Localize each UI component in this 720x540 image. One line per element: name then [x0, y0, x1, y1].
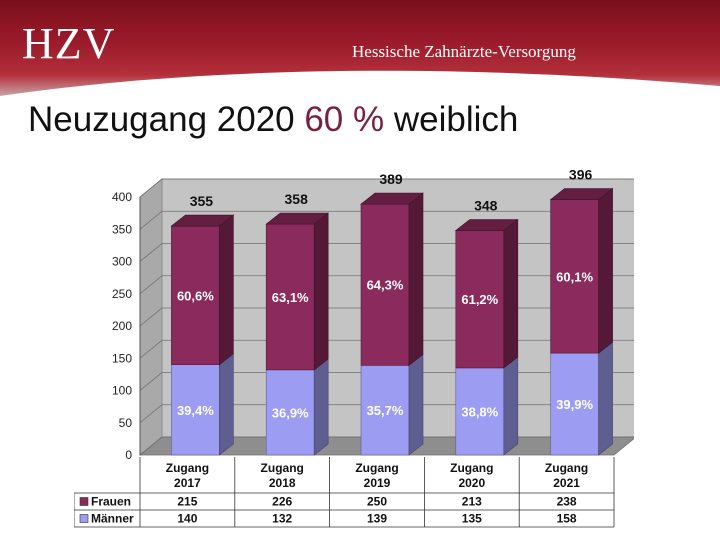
- gridline: [139, 210, 634, 230]
- bar-frauen-front: [360, 203, 410, 366]
- organization-name: Hessische Zahnärzte-Versorgung: [352, 42, 576, 61]
- title-suffix: weiblich: [384, 100, 519, 139]
- bar-maenner-side: [408, 353, 424, 456]
- y-tick-label: 100: [112, 384, 132, 398]
- bar-maenner-side: [313, 358, 329, 456]
- table-cell: 135: [462, 512, 482, 526]
- category-label: Zugang: [261, 461, 304, 475]
- bar-frauen-front: [265, 223, 315, 371]
- title-highlight: 60 %: [304, 100, 385, 139]
- table-cell: 250: [367, 495, 387, 509]
- bar-frauen-front: [171, 225, 220, 366]
- logo: HZV: [22, 19, 116, 68]
- chart-bars: [170, 187, 614, 456]
- table-cell: 238: [557, 495, 577, 509]
- y-tick-label: 0: [125, 448, 132, 462]
- table-cell: 215: [177, 495, 197, 509]
- bar-frauen-front: [550, 199, 599, 354]
- category-label: 2019: [364, 476, 391, 490]
- header-bar: HZV Hessische Zahnärzte-Versorgung: [0, 0, 720, 110]
- percent-label: 39,9%: [556, 397, 593, 412]
- bar-frauen-side: [503, 218, 519, 369]
- category-label: 2020: [458, 476, 485, 490]
- y-tick-label: 300: [112, 255, 132, 269]
- category-label: Zugang: [166, 461, 209, 475]
- percent-label: 60,1%: [556, 269, 593, 284]
- bar-maenner-side: [503, 356, 519, 456]
- total-label: 348: [474, 198, 498, 214]
- percent-label: 39,4%: [177, 403, 214, 418]
- y-axis: 0 50 100 150 200 250 300 350 400: [112, 190, 141, 462]
- y-tick-label: 200: [112, 319, 132, 333]
- bar-frauen-front: [455, 230, 505, 369]
- category-label: Zugang: [450, 461, 493, 475]
- data-table: Zugang2017Zugang2018Zugang2019Zugang2020…: [74, 457, 615, 528]
- table-cell: 140: [177, 512, 197, 526]
- bar-frauen-side: [598, 187, 613, 354]
- y-tick-label: 350: [112, 222, 132, 236]
- table-cell: 139: [367, 512, 387, 526]
- category-label: Zugang: [545, 461, 588, 475]
- bar-frauen-side: [408, 192, 424, 366]
- y-tick-label: 50: [119, 416, 133, 430]
- percent-label: 61,2%: [461, 292, 498, 307]
- slide-title: Neuzugang 2020 60 % weiblich: [28, 100, 518, 140]
- percent-label: 64,3%: [367, 278, 404, 293]
- total-label: 389: [379, 171, 403, 187]
- legend-label: Frauen: [91, 495, 131, 509]
- bar-maenner-side: [219, 353, 234, 456]
- chart-labels: 39,4% 60,6% 355 36,9% 63,1% 358 35,7% 64,3% 389 3…: [177, 167, 594, 421]
- category-label: 2018: [269, 476, 296, 490]
- chart: 0 50 100 150 200 250 300 350 400 39,4% 60,6% 355 36…: [74, 167, 634, 528]
- gridline: [139, 178, 634, 198]
- table-cell: 226: [272, 495, 292, 509]
- percent-label: 36,9%: [272, 405, 309, 420]
- category-label: Zugang: [355, 461, 398, 475]
- legend-swatch-frauen: [79, 497, 89, 506]
- bar-top: [549, 188, 614, 200]
- bar-maenner-front: [455, 367, 505, 456]
- percent-label: 35,7%: [367, 403, 404, 418]
- percent-label: 60,6%: [177, 288, 214, 303]
- total-label: 396: [569, 167, 593, 183]
- bar-maenner-front: [550, 352, 599, 456]
- category-label: 2017: [174, 476, 201, 490]
- bar-maenner-front: [265, 369, 315, 456]
- table-cell: 213: [462, 495, 482, 509]
- y-tick-label: 400: [112, 190, 132, 204]
- legend-label: Männer: [91, 512, 134, 526]
- bar-frauen-side: [313, 212, 329, 371]
- category-label: 2021: [553, 476, 580, 490]
- bar-frauen-side: [219, 214, 234, 366]
- y-tick-label: 150: [112, 351, 132, 365]
- table-cell: 132: [272, 512, 292, 526]
- header-wave: [0, 70, 720, 110]
- bar-top: [454, 219, 519, 231]
- percent-label: 38,8%: [461, 404, 498, 419]
- bar-maenner-side: [598, 341, 613, 456]
- bar-top: [170, 214, 235, 227]
- y-tick-label: 250: [112, 287, 132, 301]
- total-label: 358: [285, 191, 309, 207]
- bar-top: [360, 192, 424, 205]
- legend-swatch-maenner: [79, 514, 89, 523]
- title-text: Neuzugang 2020: [28, 100, 305, 139]
- table-cell: 158: [557, 512, 577, 526]
- bar-top: [265, 212, 330, 225]
- percent-label: 63,1%: [272, 290, 309, 305]
- total-label: 355: [190, 193, 214, 209]
